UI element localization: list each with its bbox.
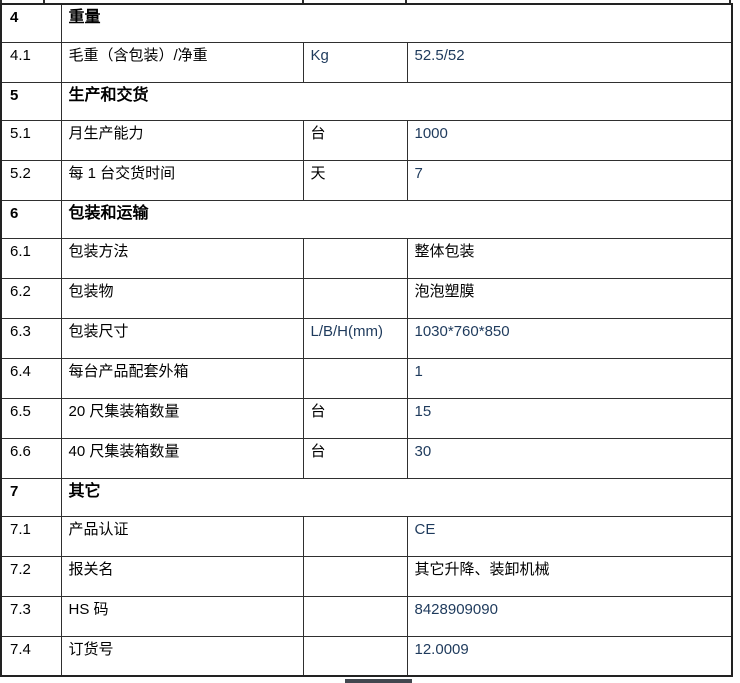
- row-value: 7: [406, 159, 733, 201]
- section-header-row: 4 重量: [0, 3, 733, 43]
- row-unit: 台: [302, 119, 408, 161]
- horizontal-scrollbar-thumb[interactable]: [345, 679, 412, 683]
- row-unit: 台: [302, 397, 408, 439]
- section-header-row: 5 生产和交货: [0, 81, 733, 121]
- row-unit: L/B/H(mm): [302, 317, 408, 359]
- row-label: 每 1 台交货时间: [60, 159, 304, 201]
- spec-row: 6.4 每台产品配套外箱 1: [0, 357, 733, 399]
- spec-row: 7.2 报关名 其它升降、装卸机械: [0, 555, 733, 597]
- row-number: 7.4: [0, 635, 62, 677]
- section-number: 7: [0, 477, 62, 517]
- row-label: 报关名: [60, 555, 304, 597]
- row-unit: [302, 357, 408, 399]
- row-number: 6.1: [0, 237, 62, 279]
- row-unit: [302, 237, 408, 279]
- row-label: 包装尺寸: [60, 317, 304, 359]
- row-number: 6.5: [0, 397, 62, 439]
- section-title: 生产和交货: [60, 81, 733, 121]
- row-unit: [302, 277, 408, 319]
- section-number: 4: [0, 3, 62, 43]
- row-label: 每台产品配套外箱: [60, 357, 304, 399]
- section-header-row: 6 包装和运输: [0, 199, 733, 239]
- table-border-tick: [302, 0, 304, 4]
- row-number: 6.6: [0, 437, 62, 479]
- row-number: 6.2: [0, 277, 62, 319]
- table-border-tick: [405, 0, 407, 4]
- row-label: 月生产能力: [60, 119, 304, 161]
- spec-row: 7.1 产品认证 CE: [0, 515, 733, 557]
- row-label: 订货号: [60, 635, 304, 677]
- section-number: 5: [0, 81, 62, 121]
- row-unit: 台: [302, 437, 408, 479]
- row-label: 40 尺集装箱数量: [60, 437, 304, 479]
- row-value: 8428909090: [406, 595, 733, 637]
- row-number: 6.3: [0, 317, 62, 359]
- row-unit: Kg: [302, 41, 408, 83]
- row-unit: [302, 635, 408, 677]
- row-unit: [302, 595, 408, 637]
- spec-row: 6.3 包装尺寸 L/B/H(mm) 1030*760*850: [0, 317, 733, 359]
- row-number: 7.3: [0, 595, 62, 637]
- row-value: 整体包装: [406, 237, 733, 279]
- section-title: 其它: [60, 477, 733, 517]
- row-number: 5.1: [0, 119, 62, 161]
- row-label: HS 码: [60, 595, 304, 637]
- row-label: 20 尺集装箱数量: [60, 397, 304, 439]
- row-unit: [302, 515, 408, 557]
- section-number: 6: [0, 199, 62, 239]
- table-border-tick: [729, 0, 731, 4]
- row-label: 产品认证: [60, 515, 304, 557]
- row-value: 泡泡塑膜: [406, 277, 733, 319]
- row-number: 5.2: [0, 159, 62, 201]
- section-title: 重量: [60, 3, 733, 43]
- row-value: 15: [406, 397, 733, 439]
- spec-row: 6.6 40 尺集装箱数量 台 30: [0, 437, 733, 479]
- spec-row: 6.1 包装方法 整体包装: [0, 237, 733, 279]
- row-value: 1: [406, 357, 733, 399]
- product-spec-table: 4 重量 4.1 毛重（含包装）/净重 Kg 52.5/52 5 生产和交货 5…: [0, 3, 734, 677]
- row-number: 6.4: [0, 357, 62, 399]
- table-border-tick: [0, 0, 2, 4]
- row-number: 7.2: [0, 555, 62, 597]
- row-unit: 天: [302, 159, 408, 201]
- row-value: 1000: [406, 119, 733, 161]
- row-label: 包装物: [60, 277, 304, 319]
- spec-row: 5.1 月生产能力 台 1000: [0, 119, 733, 161]
- spec-row: 7.3 HS 码 8428909090: [0, 595, 733, 637]
- row-label: 包装方法: [60, 237, 304, 279]
- spec-row: 7.4 订货号 12.0009: [0, 635, 733, 677]
- row-number: 4.1: [0, 41, 62, 83]
- section-header-row: 7 其它: [0, 477, 733, 517]
- row-value: 52.5/52: [406, 41, 733, 83]
- row-value: 1030*760*850: [406, 317, 733, 359]
- row-unit: [302, 555, 408, 597]
- section-title: 包装和运输: [60, 199, 733, 239]
- spec-row: 4.1 毛重（含包装）/净重 Kg 52.5/52: [0, 41, 733, 83]
- row-number: 7.1: [0, 515, 62, 557]
- row-value: 其它升降、装卸机械: [406, 555, 733, 597]
- table-border-tick: [43, 0, 45, 4]
- spec-row: 6.5 20 尺集装箱数量 台 15: [0, 397, 733, 439]
- row-value: CE: [406, 515, 733, 557]
- row-label: 毛重（含包装）/净重: [60, 41, 304, 83]
- row-value: 12.0009: [406, 635, 733, 677]
- row-value: 30: [406, 437, 733, 479]
- spec-row: 6.2 包装物 泡泡塑膜: [0, 277, 733, 319]
- spec-row: 5.2 每 1 台交货时间 天 7: [0, 159, 733, 201]
- previous-row-fragment: [0, 0, 731, 4]
